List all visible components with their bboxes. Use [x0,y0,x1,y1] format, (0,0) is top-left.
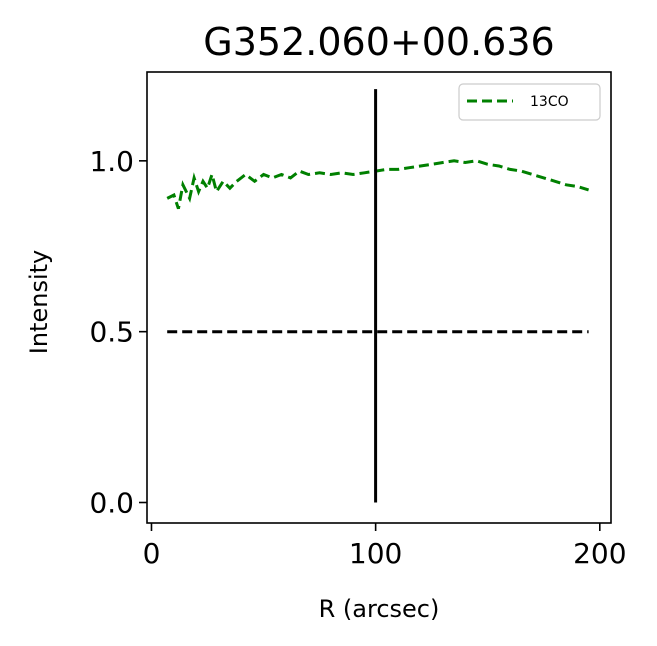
axis-ticks: 0 100 200 0.0 0.5 1.0 [89,145,626,570]
y-axis-label: Intensity [25,250,53,354]
x-tick-label: 100 [349,537,402,570]
legend: 13CO [458,83,601,121]
legend-box [458,83,601,121]
y-tick-label: 0.5 [89,316,134,349]
legend-label-13co: 13CO [530,94,569,110]
x-tick-label: 0 [143,537,161,570]
series-line-13co [166,159,590,210]
y-tick-label: 0.0 [89,487,134,520]
x-tick-label: 200 [573,537,626,570]
x-axis-label: R (arcsec) [319,595,440,623]
series-layer [166,89,590,503]
y-tick-label: 1.0 [89,145,134,178]
chart-title: G352.060+00.636 [203,20,554,64]
plot-frame [146,71,612,524]
